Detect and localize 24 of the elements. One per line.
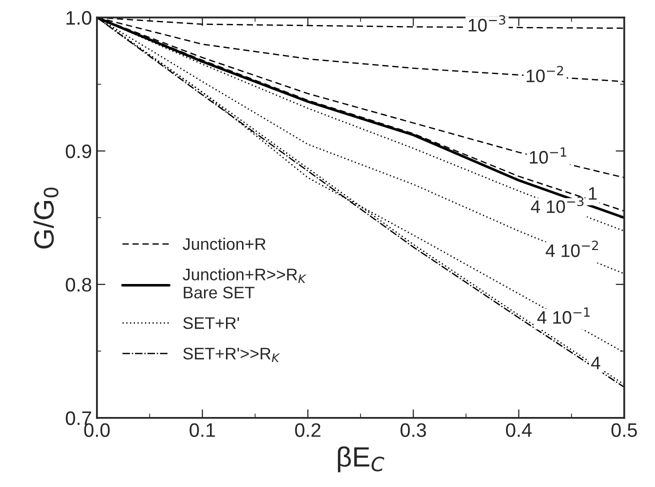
legend-label: Junction+R bbox=[182, 238, 266, 250]
annotation: 4 bbox=[591, 356, 600, 370]
x-tick-label: 0.3 bbox=[400, 423, 426, 437]
annotation: 10$^{−3}$ bbox=[468, 15, 506, 32]
annotation: 1 bbox=[588, 187, 597, 200]
annotation: 4 10$^{−3}$ bbox=[530, 196, 584, 214]
annotation: 4 10$^{−2}$ bbox=[546, 240, 598, 258]
x-axis-title: βE$_{C}$ bbox=[338, 446, 384, 472]
x-tick-label: 0.0 bbox=[84, 423, 110, 437]
y-tick-label: 1.0 bbox=[66, 11, 92, 25]
annotation: 10$^{−2}$ bbox=[526, 66, 563, 82]
annotation: 4 10$^{−1}$ bbox=[537, 308, 590, 324]
annotation: 10$^{−1}$ bbox=[530, 147, 566, 164]
y-tick-label: 0.9 bbox=[66, 144, 92, 158]
legend-label: SET+R'>>R$_{K}$ bbox=[183, 348, 280, 362]
legend-label: SET+R' bbox=[183, 317, 240, 329]
x-tick-label: 0.5 bbox=[611, 423, 637, 437]
y-axis-title: G/G$_{0}$ bbox=[33, 188, 58, 249]
x-tick-label: 0.4 bbox=[506, 423, 532, 437]
x-tick-label: 0.1 bbox=[190, 423, 215, 437]
y-tick-label: 0.8 bbox=[66, 278, 92, 292]
x-tick-label: 0.2 bbox=[295, 423, 320, 437]
text: Junction+R>>R$_{K}$ Bare SET bbox=[182, 268, 306, 298]
y-tick-label: 0.7 bbox=[66, 411, 92, 426]
